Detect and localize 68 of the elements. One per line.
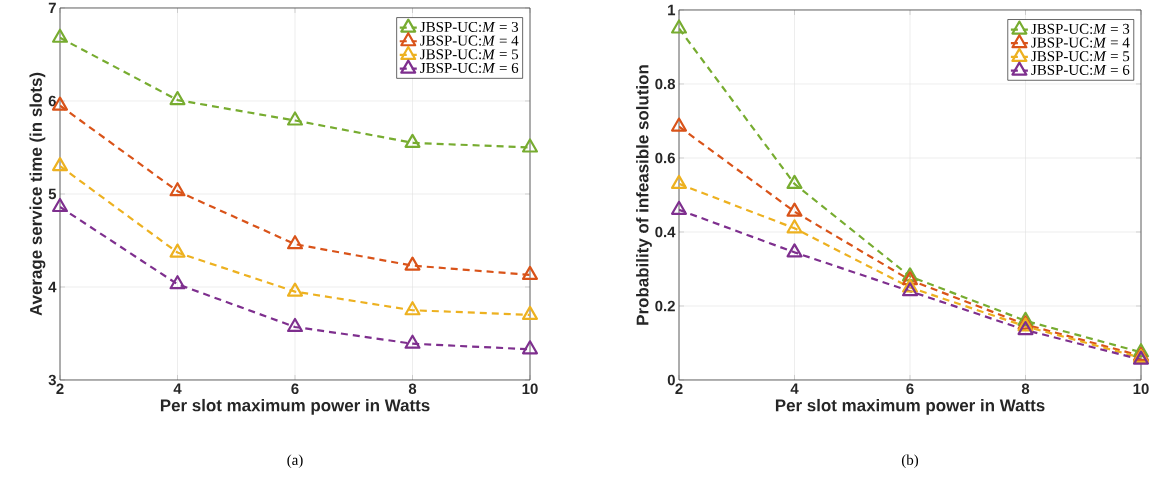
text: (b) [901, 454, 919, 469]
y-axis-title: Probability of infeasible solution [636, 65, 652, 325]
y-tick-label: 7 [48, 2, 56, 14]
point [901, 270, 919, 286]
y-tick-label: 0.8 [655, 78, 676, 90]
x-tick-label: 8 [408, 383, 417, 395]
point [670, 19, 688, 34]
point [169, 275, 186, 290]
point [1017, 320, 1034, 336]
point [521, 265, 539, 280]
y-axis-title: Average service time (in slots) [29, 72, 46, 316]
point [901, 267, 919, 282]
point [786, 174, 803, 189]
x-tick-label: 2 [675, 383, 683, 394]
x-tick-label: 4 [173, 383, 182, 394]
legend-label: JBSP-UC:M = 5 [420, 49, 519, 60]
legend-label: JBSP-UC:M = 4 [420, 35, 519, 46]
y-tick-label: 0.6 [655, 152, 675, 164]
legend-label: JBSP-UC:M = 6 [1031, 64, 1130, 76]
point [51, 28, 69, 43]
point [404, 334, 421, 349]
x-tick-label: 8 [1021, 383, 1030, 395]
point [169, 90, 186, 106]
point [786, 219, 803, 234]
legend-label: JBSP-UC:M = 4 [1031, 37, 1130, 48]
point [51, 156, 69, 172]
x-tick-label: 2 [56, 383, 64, 394]
y-tick-label: 4 [48, 281, 57, 293]
point [404, 133, 421, 148]
point [286, 282, 304, 297]
point [404, 301, 421, 316]
y-tick-label: 5 [48, 188, 57, 200]
y-tick-label: 6 [48, 95, 56, 107]
x-axis-title: Per slot maximum power in Watts [775, 398, 1045, 415]
point [670, 200, 688, 215]
x-tick-label: 6 [906, 383, 914, 395]
point [286, 317, 304, 333]
point [1132, 343, 1150, 358]
point [286, 111, 304, 126]
point [521, 138, 539, 153]
point [786, 202, 803, 217]
text: (a) [287, 454, 303, 469]
legend-label: JBSP-UC:M = 3 [1031, 23, 1130, 34]
point [521, 340, 539, 355]
point [670, 174, 688, 189]
x-tick-label: 4 [790, 383, 799, 394]
y-tick-label: 0.4 [655, 226, 676, 238]
x-tick-label: 6 [291, 383, 299, 395]
point [286, 235, 304, 250]
legend-label: JBSP-UC:M = 5 [1031, 51, 1130, 62]
y-tick-label: 3 [48, 374, 56, 386]
y-tick-label: 1 [668, 4, 676, 16]
point [169, 243, 186, 258]
point [901, 278, 919, 293]
x-tick-label: 10 [522, 383, 538, 395]
point [404, 256, 421, 271]
y-tick-label: 0 [667, 374, 675, 386]
point [521, 305, 539, 320]
point [901, 282, 919, 297]
point [670, 117, 688, 132]
point [1017, 311, 1034, 326]
legend-label: JBSP-UC:M = 3 [420, 21, 519, 32]
x-tick-label: 10 [1133, 383, 1149, 395]
point [786, 243, 803, 258]
y-tick-label: 0.2 [655, 300, 675, 312]
legend-label: JBSP-UC:M = 6 [420, 62, 519, 74]
point [169, 182, 186, 197]
x-axis-title: Per slot maximum power in Watts [160, 398, 430, 415]
